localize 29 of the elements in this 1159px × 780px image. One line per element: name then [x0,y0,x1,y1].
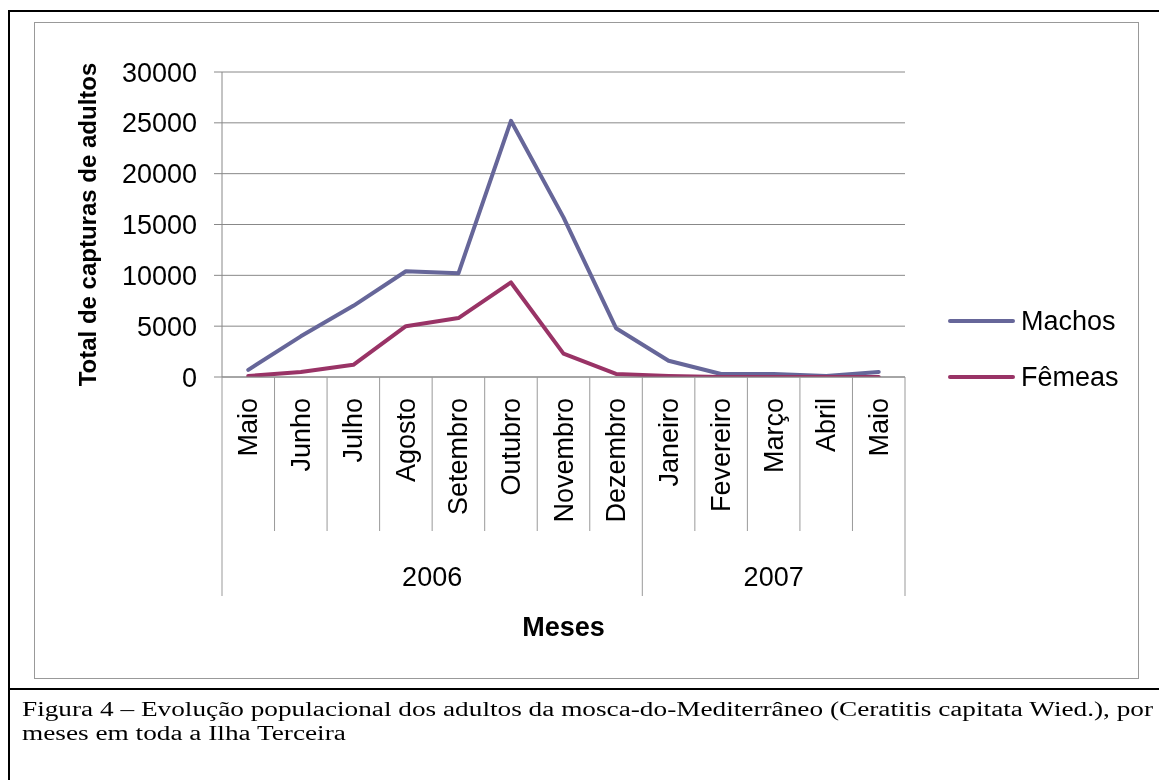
x-tick-label: Abril [811,398,842,453]
y-tick-label: 20000 [121,159,197,190]
x-axis-title: Meses [522,612,605,642]
line-series [246,280,881,377]
text: 2006 [402,562,463,592]
legend-label: Fêmeas [1021,361,1119,393]
y-tick-label: 30000 [121,57,197,88]
x-tick-label: Dezembro [601,398,632,523]
x-tick-label: Janeiro [653,398,684,487]
x-tick-label: Maio [233,398,264,457]
y-axis-title: Total de capturas de adultos [73,62,101,387]
x-tick-label: Fevereiro [706,398,737,513]
x-tick-label: Outubro [495,398,526,496]
y-tick-label: 25000 [121,108,197,139]
text: Figura 4 – Evolução populacional dos adultos da mosca-do-Mediterrâneo (Ceratitis capitata Wied.), por meses em toda a Ilha Terceira [22,697,1155,745]
x-tick-label: Agosto [390,398,421,483]
x-tick-label: Novembro [548,398,579,523]
y-tick-label: 5000 [136,311,197,342]
x-tick-label: Julho [338,398,369,463]
text: 2007 [743,562,804,592]
legend-label: Machos [1021,305,1116,337]
x-tick-label: Maio [863,398,894,457]
x-tick-label: Setembro [443,398,474,516]
line-series [246,118,881,377]
y-tick-label: 10000 [121,260,197,291]
x-tick-label: Março [758,398,789,474]
y-tick-label: 0 [181,362,197,393]
x-tick-label: Junho [285,398,316,472]
y-tick-label: 15000 [121,210,197,241]
